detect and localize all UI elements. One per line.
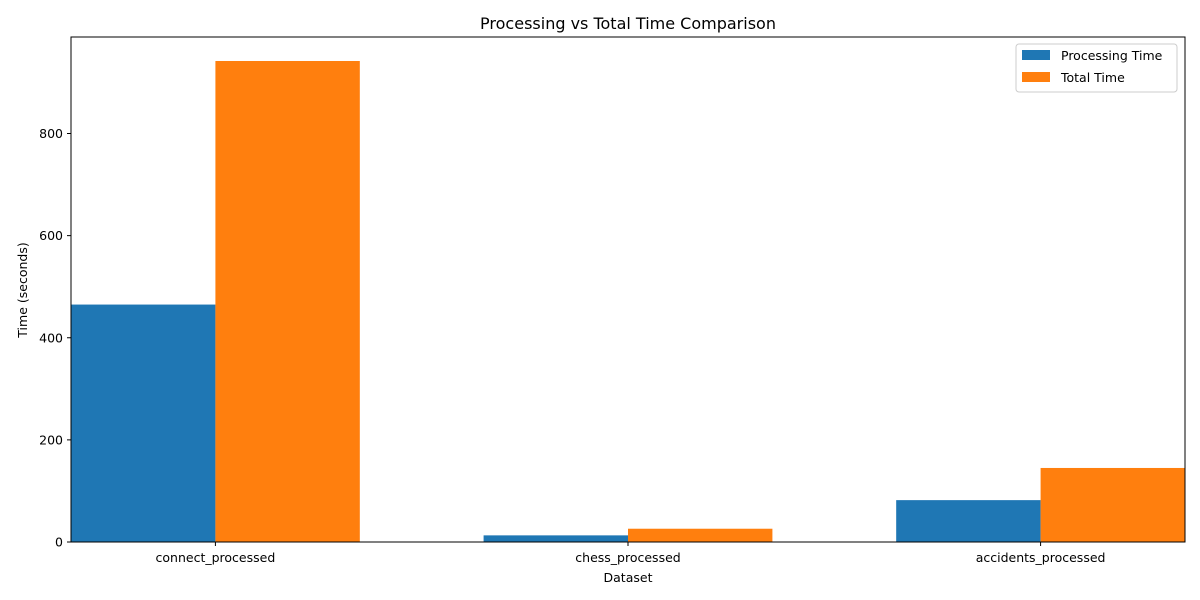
legend-swatch-processing-time	[1022, 50, 1050, 60]
bar-total-time-chess_processed	[628, 528, 773, 542]
x-tick-label: accidents_processed	[976, 550, 1106, 565]
y-tick-label: 0	[55, 535, 63, 550]
bar-processing-time-connect_processed	[71, 304, 216, 542]
bar-processing-time-chess_processed	[483, 535, 628, 542]
bar-processing-time-accidents_processed	[896, 500, 1041, 542]
chart-title: Processing vs Total Time Comparison	[480, 14, 776, 33]
legend-box	[1015, 43, 1178, 93]
bar-total-time-connect_processed	[215, 60, 360, 542]
y-tick-label: 800	[39, 126, 63, 141]
legend-swatch-total-time	[1022, 72, 1050, 82]
y-tick-label: 400	[39, 330, 63, 345]
y-axis-label: Time (seconds)	[15, 242, 30, 338]
y-tick-label: 200	[39, 432, 63, 447]
bar-total-time-accidents_processed	[1040, 467, 1185, 542]
legend: Processing Time Total Time	[1015, 43, 1178, 93]
x-tick-label: connect_processed	[156, 550, 276, 565]
x-ticks: connect_processed chess_processed accident…	[156, 542, 1106, 565]
y-ticks: 0 200 400 600 800	[39, 126, 71, 550]
legend-label-processing-time: Processing Time	[1061, 48, 1163, 63]
legend-label-total-time: Total Time	[1060, 70, 1125, 85]
bars-layer	[71, 60, 1185, 542]
x-tick-label: chess_processed	[575, 550, 680, 565]
x-axis-label: Dataset	[604, 570, 653, 585]
y-tick-label: 600	[39, 228, 63, 243]
